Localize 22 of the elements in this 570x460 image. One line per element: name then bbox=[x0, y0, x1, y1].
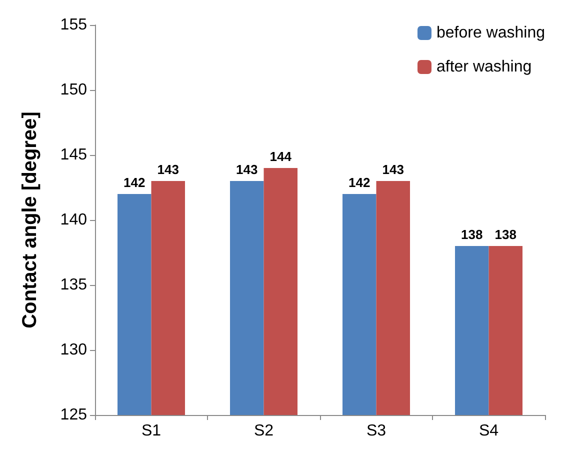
x-tick-label: S4 bbox=[478, 422, 499, 440]
x-tick-label: S1 bbox=[141, 422, 162, 440]
legend-label: before washing bbox=[436, 24, 545, 42]
y-axis-title: Contact angle [degree] bbox=[19, 112, 41, 328]
y-tick-label: 125 bbox=[60, 406, 88, 424]
y-tick-label: 130 bbox=[60, 342, 88, 358]
data-label: 142 bbox=[348, 175, 370, 190]
y-tick-label: 135 bbox=[60, 276, 88, 294]
data-label: 142 bbox=[124, 175, 146, 190]
legend-label: after washing bbox=[436, 58, 532, 76]
y-tick-label: 155 bbox=[60, 16, 88, 34]
y-tick-label: 140 bbox=[60, 212, 88, 228]
data-label: 143 bbox=[236, 162, 258, 177]
data-label: 143 bbox=[157, 162, 179, 177]
data-label: 144 bbox=[270, 149, 292, 164]
data-label: 138 bbox=[494, 227, 516, 242]
data-label: 138 bbox=[461, 227, 483, 242]
x-tick-label: S3 bbox=[366, 422, 386, 440]
y-tick-label: 150 bbox=[60, 82, 88, 98]
x-tick-label: S2 bbox=[254, 422, 274, 440]
data-label: 143 bbox=[382, 162, 404, 177]
y-tick-label: 145 bbox=[60, 146, 88, 164]
